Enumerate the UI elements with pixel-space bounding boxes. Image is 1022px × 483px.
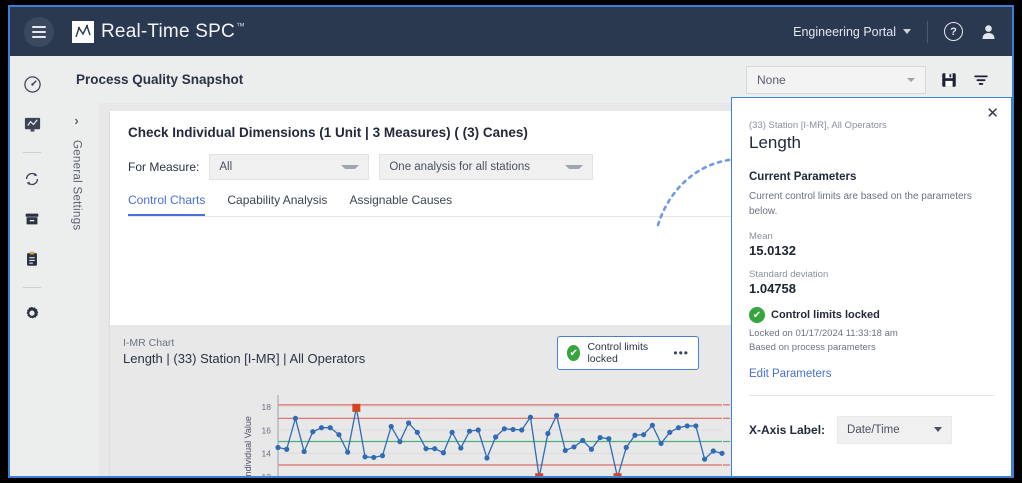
svg-text:Individual Value: Individual Value xyxy=(243,416,253,476)
divider xyxy=(749,394,994,396)
lock-basis: Based on process parameters xyxy=(749,341,876,353)
portal-selector[interactable]: Engineering Portal xyxy=(793,25,911,39)
portal-label: Engineering Portal xyxy=(793,24,896,39)
gauge-icon[interactable] xyxy=(17,69,47,99)
page-title: Process Quality Snapshot xyxy=(76,72,244,87)
detail-subtitle: (33) Station [I-MR], All Operators xyxy=(749,120,887,131)
current-parameters-heading: Current Parameters xyxy=(749,171,857,183)
chart-heading: Length | (33) Station [I-MR] | All Opera… xyxy=(123,351,366,366)
left-rail xyxy=(10,56,55,476)
analysis-title: Check Individual Dimensions (1 Unit | 3 … xyxy=(128,125,528,140)
lock-status-label: Control limits locked xyxy=(771,309,880,321)
chevron-down-icon xyxy=(341,165,360,169)
top-bar-right: Engineering Portal ? xyxy=(793,20,1012,43)
x-axis-label-select[interactable]: Date/Time xyxy=(837,415,953,444)
measure-select[interactable]: All xyxy=(209,154,370,180)
x-axis-label-value: Date/Time xyxy=(847,423,900,436)
hamburger-icon[interactable] xyxy=(24,16,54,47)
sub-header: Process Quality Snapshot None xyxy=(54,56,1012,104)
current-parameters-description: Current control limits are based on the … xyxy=(749,191,972,217)
svg-text:12: 12 xyxy=(262,472,272,476)
filter-icon[interactable] xyxy=(972,71,990,89)
general-settings-label: General Settings xyxy=(70,140,83,231)
mean-value: 15.0132 xyxy=(749,243,796,258)
svg-text:18: 18 xyxy=(262,402,272,412)
svg-text:16: 16 xyxy=(262,425,272,435)
edit-parameters-link[interactable]: Edit Parameters xyxy=(749,367,832,380)
close-icon[interactable]: ✕ xyxy=(986,105,999,122)
lock-status-row: ✔ Control limits locked xyxy=(749,307,994,323)
svg-text:14: 14 xyxy=(262,449,272,459)
parameters-detail-panel: ✕ (33) Station [I-MR], All Operators Len… xyxy=(731,97,1012,476)
analysis-card-header: Check Individual Dimensions (1 Unit | 3 … xyxy=(110,111,1002,217)
brand: Real-Time SPC™ xyxy=(72,20,245,43)
analysis-controls: For Measure: All One analysis for all st… xyxy=(128,154,984,180)
trademark-glyph: ™ xyxy=(235,21,246,32)
detail-panel-body: (33) Station [I-MR], All Operators Lengt… xyxy=(732,98,1011,444)
measure-select-value: All xyxy=(219,161,233,173)
application-window: Real-Time SPC™ Engineering Portal ? xyxy=(8,5,1014,478)
tab-assignable-causes[interactable]: Assignable Causes xyxy=(349,193,453,207)
standard-deviation-value: 1.04758 xyxy=(749,281,796,296)
lock-timestamp: Locked on 01/17/2024 11:33:18 am xyxy=(749,328,898,339)
general-settings-tab[interactable]: › General Settings xyxy=(54,103,100,476)
chevron-down-icon xyxy=(934,427,943,433)
brand-title-text: Real-Time SPC xyxy=(101,20,235,42)
save-disk-icon[interactable] xyxy=(940,71,958,89)
clipboard-icon[interactable] xyxy=(17,244,47,274)
chevron-down-icon xyxy=(565,165,584,169)
snapshot-filter-value: None xyxy=(757,72,786,87)
check-circle-icon: ✔ xyxy=(749,307,765,323)
rail-divider xyxy=(23,287,41,288)
check-circle-icon: ✔ xyxy=(567,345,581,361)
snapshot-filter-select[interactable]: None xyxy=(746,65,926,94)
analysis-tabs: Control Charts Capability Analysis Assig… xyxy=(128,193,984,217)
user-icon[interactable] xyxy=(981,24,996,40)
control-limits-locked-label: Control limits locked xyxy=(587,341,649,365)
chart-kicker: I-MR Chart xyxy=(123,337,175,349)
mean-label: Mean xyxy=(749,231,773,242)
sub-header-actions: None xyxy=(746,65,1012,94)
tab-control-charts[interactable]: Control Charts xyxy=(128,193,206,216)
divider xyxy=(927,20,928,43)
gear-icon[interactable] xyxy=(17,299,47,329)
sync-icon[interactable] xyxy=(17,164,47,194)
detail-title: Length xyxy=(749,133,801,152)
help-icon[interactable]: ? xyxy=(944,22,963,41)
rail-divider xyxy=(23,152,41,153)
brand-title: Real-Time SPC™ xyxy=(101,21,245,43)
app-logo-icon xyxy=(72,20,94,43)
for-measure-label: For Measure: xyxy=(128,160,200,174)
monitor-chart-icon[interactable] xyxy=(17,109,47,139)
tab-capability-analysis[interactable]: Capability Analysis xyxy=(227,193,328,207)
standard-deviation-label: Standard deviation xyxy=(749,269,829,280)
chevron-down-icon xyxy=(907,77,915,82)
top-bar: Real-Time SPC™ Engineering Portal ? xyxy=(10,7,1012,56)
archive-box-icon[interactable] xyxy=(17,204,47,234)
analysis-scope-value: One analysis for all stations xyxy=(389,161,530,173)
x-axis-label-row: X-Axis Label: Date/Time xyxy=(749,415,994,444)
chevron-down-icon xyxy=(903,29,911,34)
control-limits-locked-pill[interactable]: ✔ Control limits locked ••• xyxy=(557,336,699,370)
chevron-right-icon[interactable]: › xyxy=(74,113,79,128)
overflow-menu-icon[interactable]: ••• xyxy=(673,346,689,360)
x-axis-label-caption: X-Axis Label: xyxy=(749,422,826,437)
analysis-scope-select[interactable]: One analysis for all stations xyxy=(379,154,594,180)
